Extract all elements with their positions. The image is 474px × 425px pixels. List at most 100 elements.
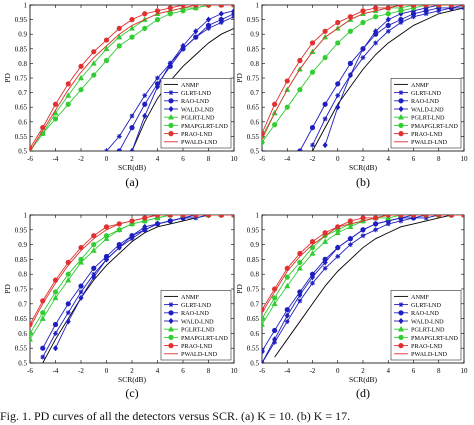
series-point-prao-lnd — [360, 215, 366, 221]
x-axis-label: SCR(dB) — [118, 163, 146, 172]
series-point-prao-lnd — [436, 5, 442, 8]
series-line-pwald-lnd — [262, 5, 464, 140]
x-tick-label: 2 — [361, 155, 365, 163]
legend-label: PWALD-LND — [411, 351, 448, 358]
legend-marker — [397, 113, 405, 120]
legend-label: RAO-LND — [181, 98, 209, 105]
legend-marker — [398, 317, 404, 325]
legend-marker — [398, 90, 404, 95]
series-point-pglrt-lnd — [103, 45, 110, 52]
series-point-wald-lnd — [205, 16, 212, 23]
chart-panel-2: -6 -4 -2 0 2 4 6 8 10 0.5 0.55 0.6 0.65 0.7 0.75 0.8 0.8… — [235, 2, 468, 190]
x-tick-label: 2 — [130, 155, 134, 163]
x-tick-label: 4 — [387, 155, 391, 163]
series-point-pmapglrt-lnd — [180, 8, 186, 14]
series-line-rao-lnd — [118, 13, 234, 151]
series-point-pmapglrt-lnd — [52, 116, 59, 122]
y-tick-label: 0.5 — [18, 148, 27, 156]
series-line-glrt-lnd — [42, 215, 234, 358]
series-point-wald-lnd — [78, 294, 84, 302]
x-tick-label: -6 — [259, 367, 265, 375]
series-point-prao-lnd — [322, 28, 328, 34]
series-point-glrt-lnd — [360, 55, 366, 60]
series-point-rao-lnd — [116, 148, 122, 151]
y-tick-label: 0.7 — [18, 300, 27, 308]
legend-label: ANMF — [411, 82, 429, 89]
y-tick-label: 0.95 — [247, 16, 260, 24]
series-point-pmapglrt-lnd — [398, 8, 404, 14]
series-point-wald-lnd — [322, 259, 328, 266]
series-point-glrt-lnd — [53, 331, 58, 336]
x-tick-label: 10 — [231, 367, 239, 375]
series-point-pmapglrt-lnd — [65, 101, 71, 107]
y-tick-label: 0.8 — [250, 60, 259, 68]
series-point-rao-lnd — [284, 307, 290, 313]
y-tick-label: 0.5 — [18, 360, 27, 368]
series-point-prao-lnd — [448, 5, 454, 8]
series-point-pmapglrt-lnd — [272, 122, 278, 128]
legend-label: WALD-LND — [411, 318, 444, 325]
y-tick-label: 0.5 — [250, 360, 259, 368]
legend-label: WALD-LND — [411, 106, 444, 113]
series-point-pmapglrt-lnd — [30, 330, 33, 336]
legend-marker — [398, 98, 404, 104]
series-point-prao-lnd — [78, 63, 84, 69]
legend-marker — [168, 302, 174, 307]
series-point-prao-lnd — [91, 49, 97, 55]
series-point-wald-lnd — [142, 112, 148, 120]
x-tick-label: -6 — [259, 155, 265, 163]
x-tick-label: 10 — [231, 155, 239, 163]
x-tick-label: 4 — [156, 367, 160, 375]
legend-label: GLRT-LND — [181, 302, 212, 309]
series-point-rao-lnd — [262, 348, 265, 354]
legend-marker — [168, 334, 174, 341]
series-point-prao-lnd — [423, 215, 429, 218]
series-point-prao-lnd — [205, 5, 212, 8]
series-point-rao-lnd — [398, 17, 404, 23]
legend-label: PRAO-LND — [411, 343, 443, 350]
series-point-prao-lnd — [218, 5, 224, 8]
y-tick-label: 0.6 — [250, 118, 259, 126]
series-point-prao-lnd — [218, 215, 224, 218]
y-tick-label: 0.55 — [247, 133, 260, 141]
y-tick-label: 0.55 — [247, 345, 260, 353]
series-point-wald-lnd — [309, 273, 316, 281]
series-point-pmapglrt-lnd — [52, 289, 59, 295]
chart-panel-3: -6 -4 -2 0 2 4 6 8 10 0.5 0.55 0.6 0.65 0.7 0.75 0.8 0.8… — [3, 212, 238, 401]
series-point-glrt-lnd — [104, 148, 109, 151]
series-point-rao-lnd — [322, 101, 328, 107]
series-point-prao-lnd — [410, 215, 417, 218]
series-point-wald-lnd — [167, 217, 173, 225]
series-point-prao-lnd — [205, 215, 212, 218]
series-point-rao-lnd — [309, 125, 316, 131]
series-point-glrt-lnd — [310, 280, 315, 286]
series-point-glrt-lnd — [78, 289, 84, 295]
series-point-wald-lnd — [154, 220, 161, 228]
series-point-wald-lnd — [385, 16, 391, 23]
y-tick-label: 0.95 — [15, 16, 28, 24]
series-point-pmapglrt-lnd — [262, 139, 265, 145]
series-point-pglrt-lnd — [262, 321, 266, 327]
series-point-prao-lnd — [448, 215, 454, 218]
series-point-prao-lnd — [193, 215, 199, 218]
series-point-pmapglrt-lnd — [309, 69, 316, 75]
legend-label: WALD-LND — [181, 106, 214, 113]
series-point-glrt-lnd — [335, 254, 341, 259]
series-point-pmapglrt-lnd — [40, 310, 46, 316]
legend-marker — [168, 105, 174, 113]
series-point-wald-lnd — [167, 60, 173, 67]
series-point-pmapglrt-lnd — [78, 87, 84, 93]
series-point-glrt-lnd — [373, 40, 379, 46]
series-point-rao-lnd — [193, 34, 199, 40]
legend-marker — [167, 113, 175, 120]
series-point-pmapglrt-lnd — [116, 227, 122, 233]
panel-label: (c) — [125, 386, 138, 400]
chart-panel-1: -6 -4 -2 0 2 4 6 8 10 0.5 0.55 0.6 0.65 0.7 0.75 0.8 0.8… — [3, 2, 238, 190]
x-tick-label: -2 — [78, 367, 84, 375]
series-point-prao-lnd — [436, 215, 442, 218]
y-tick-label: 0.75 — [15, 286, 28, 294]
legend-box — [390, 290, 462, 361]
x-tick-label: 6 — [412, 155, 416, 163]
